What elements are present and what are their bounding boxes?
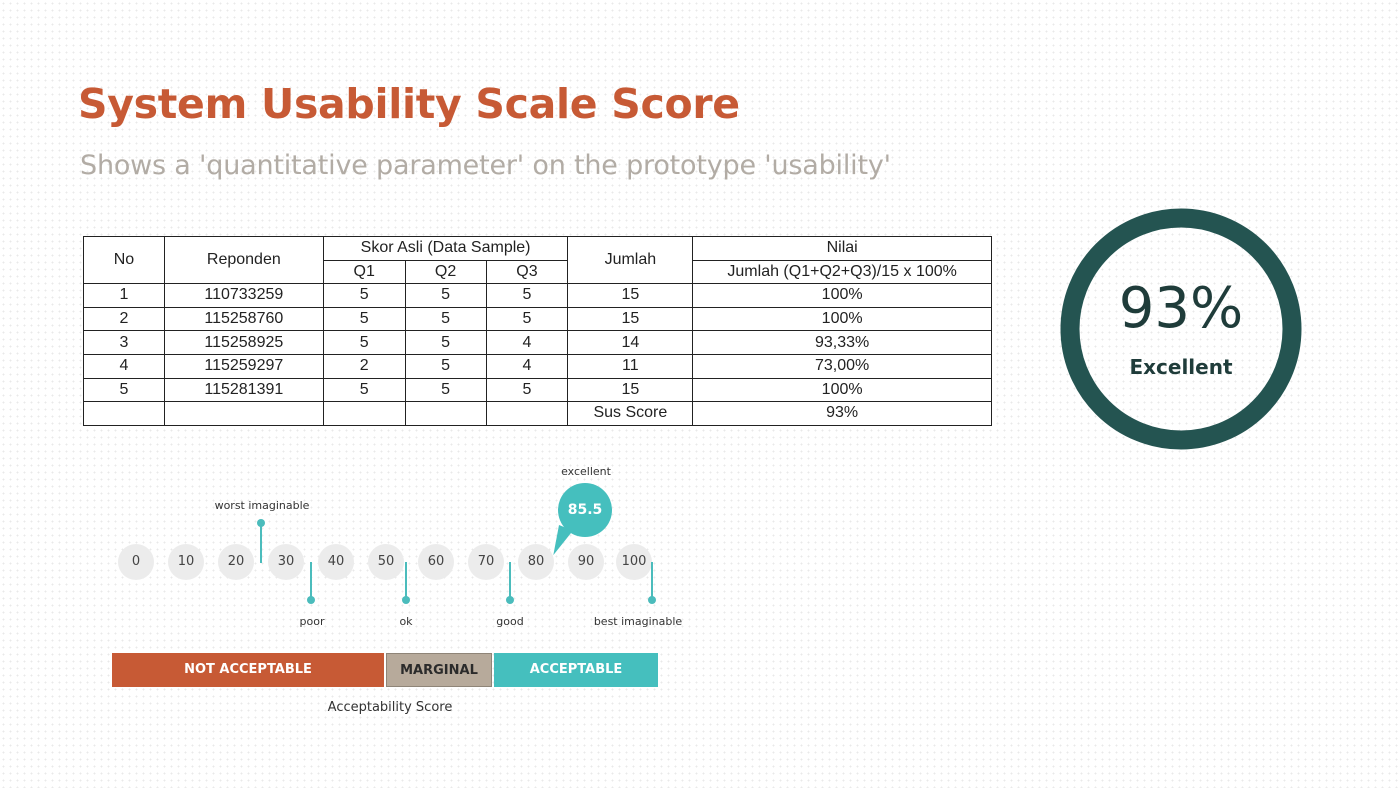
cell-empty xyxy=(163,401,324,426)
cell-q1: 5 xyxy=(322,377,406,403)
cell-respondent: 115259297 xyxy=(163,353,324,379)
score-percent: 93% xyxy=(1118,276,1244,341)
cell-no: 3 xyxy=(83,330,165,355)
cell-q2: 5 xyxy=(404,353,487,379)
cell-q3: 5 xyxy=(485,377,569,403)
cell-total: 11 xyxy=(567,353,694,379)
cell-total: 15 xyxy=(567,306,694,332)
marker-dot xyxy=(402,596,410,604)
marker-stem xyxy=(651,562,653,600)
scale-tick: 0 xyxy=(118,544,154,580)
scale-tick: 60 xyxy=(418,544,454,580)
score-ring-circle xyxy=(1060,208,1302,450)
cell-q2: 5 xyxy=(404,377,487,403)
marker-stem xyxy=(260,523,262,563)
cell-q2: 5 xyxy=(404,283,487,308)
summary-row: Sus Score 93% xyxy=(83,401,992,426)
header-total: Jumlah xyxy=(567,235,694,285)
cell-q1: 5 xyxy=(322,283,406,308)
adjective-excellent: excellent xyxy=(561,465,611,478)
cell-empty xyxy=(322,401,406,426)
header-formula: Jumlah (Q1+Q2+Q3)/15 x 100% xyxy=(692,259,992,285)
cell-q2: 5 xyxy=(404,306,487,332)
header-q1: Q1 xyxy=(322,259,406,285)
cell-total: 15 xyxy=(567,283,694,308)
cell-q3: 4 xyxy=(485,330,569,355)
cell-q3: 4 xyxy=(485,353,569,379)
band-acceptable: ACCEPTABLE xyxy=(494,653,658,687)
scale-tick: 90 xyxy=(568,544,604,580)
table-row: 3 115258925 5 5 4 14 93,33% xyxy=(83,330,992,355)
cell-value: 93,33% xyxy=(692,330,992,355)
scale-tick: 80 xyxy=(518,544,554,580)
cell-q3: 5 xyxy=(485,283,569,308)
header-q2: Q2 xyxy=(404,259,487,285)
marker-stem xyxy=(310,562,312,600)
table-row: 2 115258760 5 5 5 15 100% xyxy=(83,306,992,332)
cell-no: 4 xyxy=(83,353,165,379)
cell-q1: 5 xyxy=(322,306,406,332)
header-no: No xyxy=(83,235,165,285)
excellent-threshold-bubble: 85.5 xyxy=(558,483,612,537)
band-not-acceptable: NOT ACCEPTABLE xyxy=(112,653,384,687)
score-rating-label: Excellent xyxy=(1129,355,1233,379)
marker-dot xyxy=(506,596,514,604)
score-ring: 93% Excellent xyxy=(1060,208,1302,450)
header-respondent: Reponden xyxy=(163,235,324,285)
marker-dot xyxy=(307,596,315,604)
cell-q3: 5 xyxy=(485,306,569,332)
adjective-good: good xyxy=(496,615,524,628)
cell-respondent: 110733259 xyxy=(163,283,324,308)
cell-value: 73,00% xyxy=(692,353,992,379)
cell-respondent: 115258760 xyxy=(163,306,324,332)
cell-no: 2 xyxy=(83,306,165,332)
cell-value: 100% xyxy=(692,306,992,332)
cell-no: 5 xyxy=(83,377,165,403)
table-subheader-row: Q1 Q2 Q3 Jumlah (Q1+Q2+Q3)/15 x 100% xyxy=(84,259,992,285)
cell-total: 14 xyxy=(567,330,694,355)
adjective-worst-imaginable: worst imaginable xyxy=(214,499,310,512)
scale-tick: 10 xyxy=(168,544,204,580)
cell-value: 100% xyxy=(692,283,992,308)
sus-score-value: 93% xyxy=(692,401,992,426)
table-row: 4 115259297 2 5 4 11 73,00% xyxy=(83,353,992,379)
cell-empty xyxy=(404,401,487,426)
cell-respondent: 115281391 xyxy=(163,377,324,403)
cell-q1: 5 xyxy=(322,330,406,355)
table-row: 5 115281391 5 5 5 15 100% xyxy=(83,377,992,403)
band-marginal: MARGINAL xyxy=(386,653,492,687)
cell-empty xyxy=(83,401,165,426)
cell-empty xyxy=(485,401,569,426)
scale-tick: 100 xyxy=(616,544,652,580)
sus-scale-graphic: 0 10 20 30 40 50 60 70 80 90 100 worst i… xyxy=(100,455,720,725)
scale-tick: 20 xyxy=(218,544,254,580)
header-value: Nilai xyxy=(692,236,992,261)
marker-dot xyxy=(648,596,656,604)
adjective-ok: ok xyxy=(399,615,413,628)
marker-stem xyxy=(509,562,511,600)
slide-subtitle: Shows a 'quantitative parameter' on the … xyxy=(80,150,891,181)
cell-q2: 5 xyxy=(404,330,487,355)
scale-tick: 70 xyxy=(468,544,504,580)
scale-tick: 50 xyxy=(368,544,404,580)
score-ring-graphic xyxy=(1060,208,1302,450)
table-row: 1 110733259 5 5 5 15 100% xyxy=(83,283,992,308)
cell-value: 100% xyxy=(692,377,992,403)
adjective-best-imaginable: best imaginable xyxy=(593,615,683,628)
acceptability-score-caption: Acceptability Score xyxy=(327,700,453,715)
sus-score-table: No Reponden Skor Asli (Data Sample) Juml… xyxy=(83,235,992,426)
scale-tick: 40 xyxy=(318,544,354,580)
marker-stem xyxy=(405,562,407,600)
cell-q1: 2 xyxy=(322,353,406,379)
cell-total: 15 xyxy=(567,377,694,403)
table-header-row: No Reponden Skor Asli (Data Sample) Juml… xyxy=(83,235,992,285)
sus-score-label: Sus Score xyxy=(567,401,694,426)
adjective-poor: poor xyxy=(299,615,325,628)
slide-title: System Usability Scale Score xyxy=(78,80,740,128)
header-q3: Q3 xyxy=(485,259,569,285)
cell-no: 1 xyxy=(83,283,165,308)
header-raw-score: Skor Asli (Data Sample) xyxy=(322,236,569,261)
scale-tick: 30 xyxy=(268,544,304,580)
cell-respondent: 115258925 xyxy=(163,330,324,355)
